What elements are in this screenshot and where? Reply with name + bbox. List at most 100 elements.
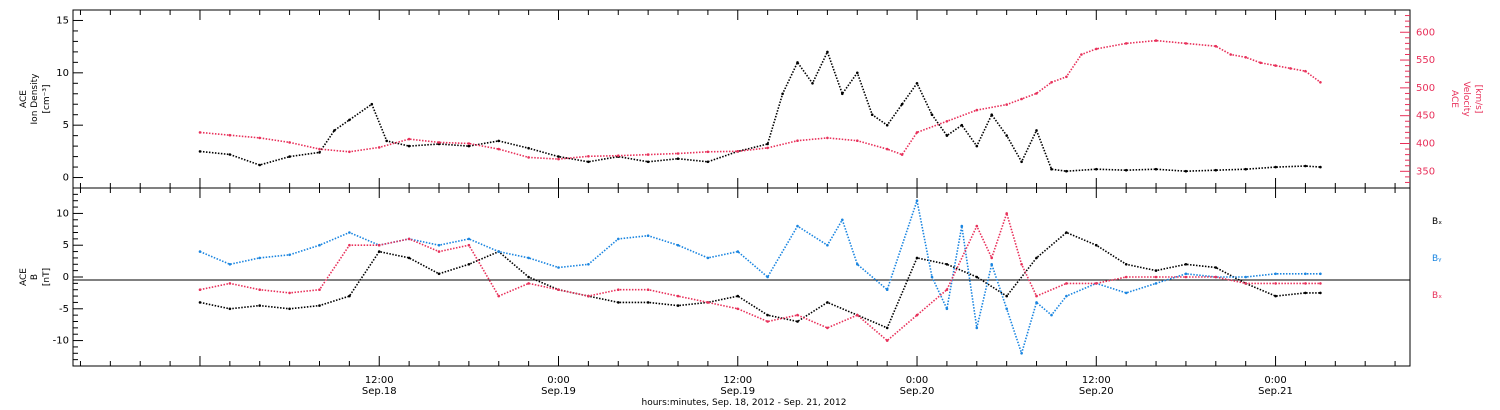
top-right-tick-label: 500	[1416, 83, 1435, 94]
x-tick-label-date: Sep.19	[720, 386, 755, 397]
bottom-data-point	[1274, 294, 1277, 298]
top-data-point	[706, 160, 710, 164]
top-data-point	[1095, 47, 1098, 51]
bottom-data-point	[348, 294, 351, 298]
top-data-point	[900, 153, 904, 156]
top-data-point	[370, 102, 374, 106]
bottom-data-point	[990, 256, 993, 260]
bottom-data-point	[1184, 272, 1188, 276]
x-tick-label-date: Sep.21	[1258, 386, 1293, 397]
top-data-point	[1124, 168, 1128, 172]
bottom-data-point	[407, 237, 411, 241]
top-left-tick-label: 0	[63, 173, 69, 184]
x-tick-label-date: Sep.19	[541, 386, 576, 397]
top-right-ylabel-line1: ACE	[1449, 90, 1459, 108]
bottom-data-point	[318, 304, 321, 307]
top-right-tick-label: 400	[1416, 139, 1435, 150]
top-data-point	[975, 144, 979, 148]
top-data-point	[497, 147, 501, 151]
top-data-point	[885, 147, 889, 151]
bottom-data-point	[377, 243, 381, 247]
bottom-data-point	[497, 250, 501, 253]
bottom-left-tick-label: -5	[59, 304, 69, 315]
top-data-point	[706, 150, 710, 154]
bottom-data-point	[377, 250, 381, 253]
top-data-point	[1154, 167, 1158, 171]
bottom-data-point	[527, 282, 530, 285]
bottom-data-point	[856, 313, 859, 317]
bottom-data-point	[1304, 272, 1307, 276]
bottom-data-point	[348, 231, 351, 234]
bottom-data-point	[1124, 263, 1128, 266]
bottom-data-point	[736, 294, 740, 298]
top-data-point	[198, 131, 202, 134]
x-tick-label-time: 12:00	[1082, 375, 1111, 386]
bottom-data-point	[676, 304, 680, 307]
top-data-point	[766, 146, 769, 150]
bottom-data-point	[318, 288, 321, 292]
top-left-tick-label: 15	[56, 15, 69, 26]
top-data-point	[1184, 169, 1188, 173]
top-data-point	[198, 150, 202, 153]
bottom-series-line-2	[199, 212, 1321, 342]
bottom-data-point	[706, 301, 710, 304]
bottom-data-point	[1304, 282, 1307, 285]
top-data-point	[930, 113, 934, 116]
top-data-point	[1214, 168, 1218, 172]
bottom-data-point	[1124, 291, 1128, 295]
top-data-point	[885, 123, 889, 127]
top-data-point	[587, 155, 590, 158]
top-data-point	[1050, 81, 1053, 84]
x-tick-label-date: Sep.20	[1079, 386, 1114, 397]
top-data-point	[1244, 167, 1247, 171]
bottom-series-line-1	[199, 199, 1321, 355]
top-data-point	[228, 153, 232, 156]
bottom-data-point	[1050, 313, 1053, 317]
top-data-point	[646, 160, 650, 164]
bottom-data-point	[885, 326, 889, 330]
bottom-data-point	[527, 256, 530, 260]
top-data-point	[557, 155, 560, 158]
bottom-data-point	[228, 307, 232, 311]
top-data-point	[811, 82, 814, 85]
x-tick-label-time: 12:00	[723, 375, 752, 386]
top-data-point	[826, 136, 829, 140]
bottom-data-point	[766, 275, 769, 279]
top-data-point	[318, 147, 321, 151]
bottom-data-point	[796, 320, 799, 323]
bottom-data-point	[915, 199, 919, 202]
top-data-point	[945, 134, 949, 137]
bottom-data-point	[617, 237, 620, 241]
top-data-point	[766, 142, 769, 146]
top-data-point	[960, 123, 964, 127]
bottom-left-tick-label: 0	[63, 272, 69, 283]
bottom-data-point	[437, 243, 441, 247]
bottom-data-point	[228, 263, 232, 266]
bottom-data-point	[1184, 263, 1188, 266]
top-data-point	[1020, 160, 1023, 164]
bottom-data-point	[258, 256, 262, 260]
x-tick-label-date: Sep.18	[362, 386, 397, 397]
top-data-point	[318, 151, 321, 154]
bottom-left-tick-label: -10	[53, 336, 69, 347]
bottom-data-point	[1065, 282, 1068, 285]
bottom-data-point	[1274, 272, 1277, 276]
bottom-data-point	[1005, 212, 1008, 215]
bottom-data-point	[1035, 256, 1038, 260]
top-right-ylabel-line2: Velocity	[1461, 81, 1471, 117]
bottom-data-point	[1095, 243, 1098, 247]
top-data-point	[1274, 64, 1277, 67]
bottom-data-point	[676, 243, 680, 247]
bottom-data-point	[856, 263, 859, 266]
top-data-point	[826, 50, 829, 54]
top-right-tick-label: 350	[1416, 166, 1435, 177]
bottom-data-point	[990, 263, 993, 266]
bottom-data-point	[617, 301, 620, 304]
top-left-ylabel-line2: Ion Density	[30, 73, 40, 125]
bottom-data-point	[646, 234, 650, 237]
top-data-point	[856, 71, 859, 75]
top-data-point	[527, 156, 530, 159]
bottom-data-point	[945, 307, 949, 311]
bottom-data-point	[557, 288, 560, 292]
